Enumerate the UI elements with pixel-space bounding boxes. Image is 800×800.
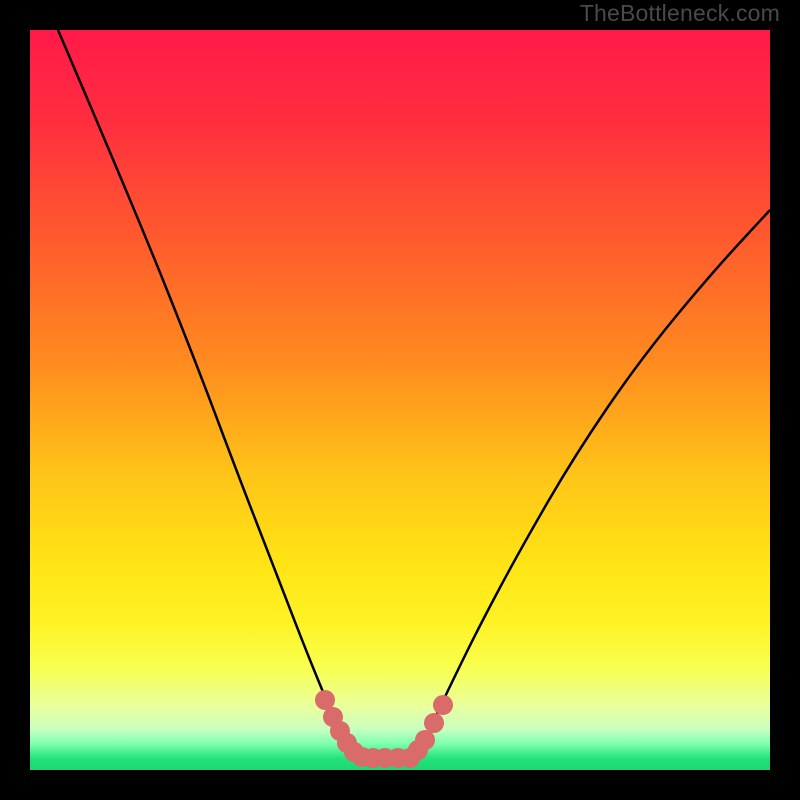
bottleneck-chart [0, 0, 800, 800]
watermark-text: TheBottleneck.com [580, 0, 780, 27]
marker-dot [415, 730, 435, 750]
marker-dot [424, 713, 444, 733]
marker-dot [433, 695, 453, 715]
marker-dot [315, 690, 335, 710]
plot-area-gradient [30, 30, 770, 770]
